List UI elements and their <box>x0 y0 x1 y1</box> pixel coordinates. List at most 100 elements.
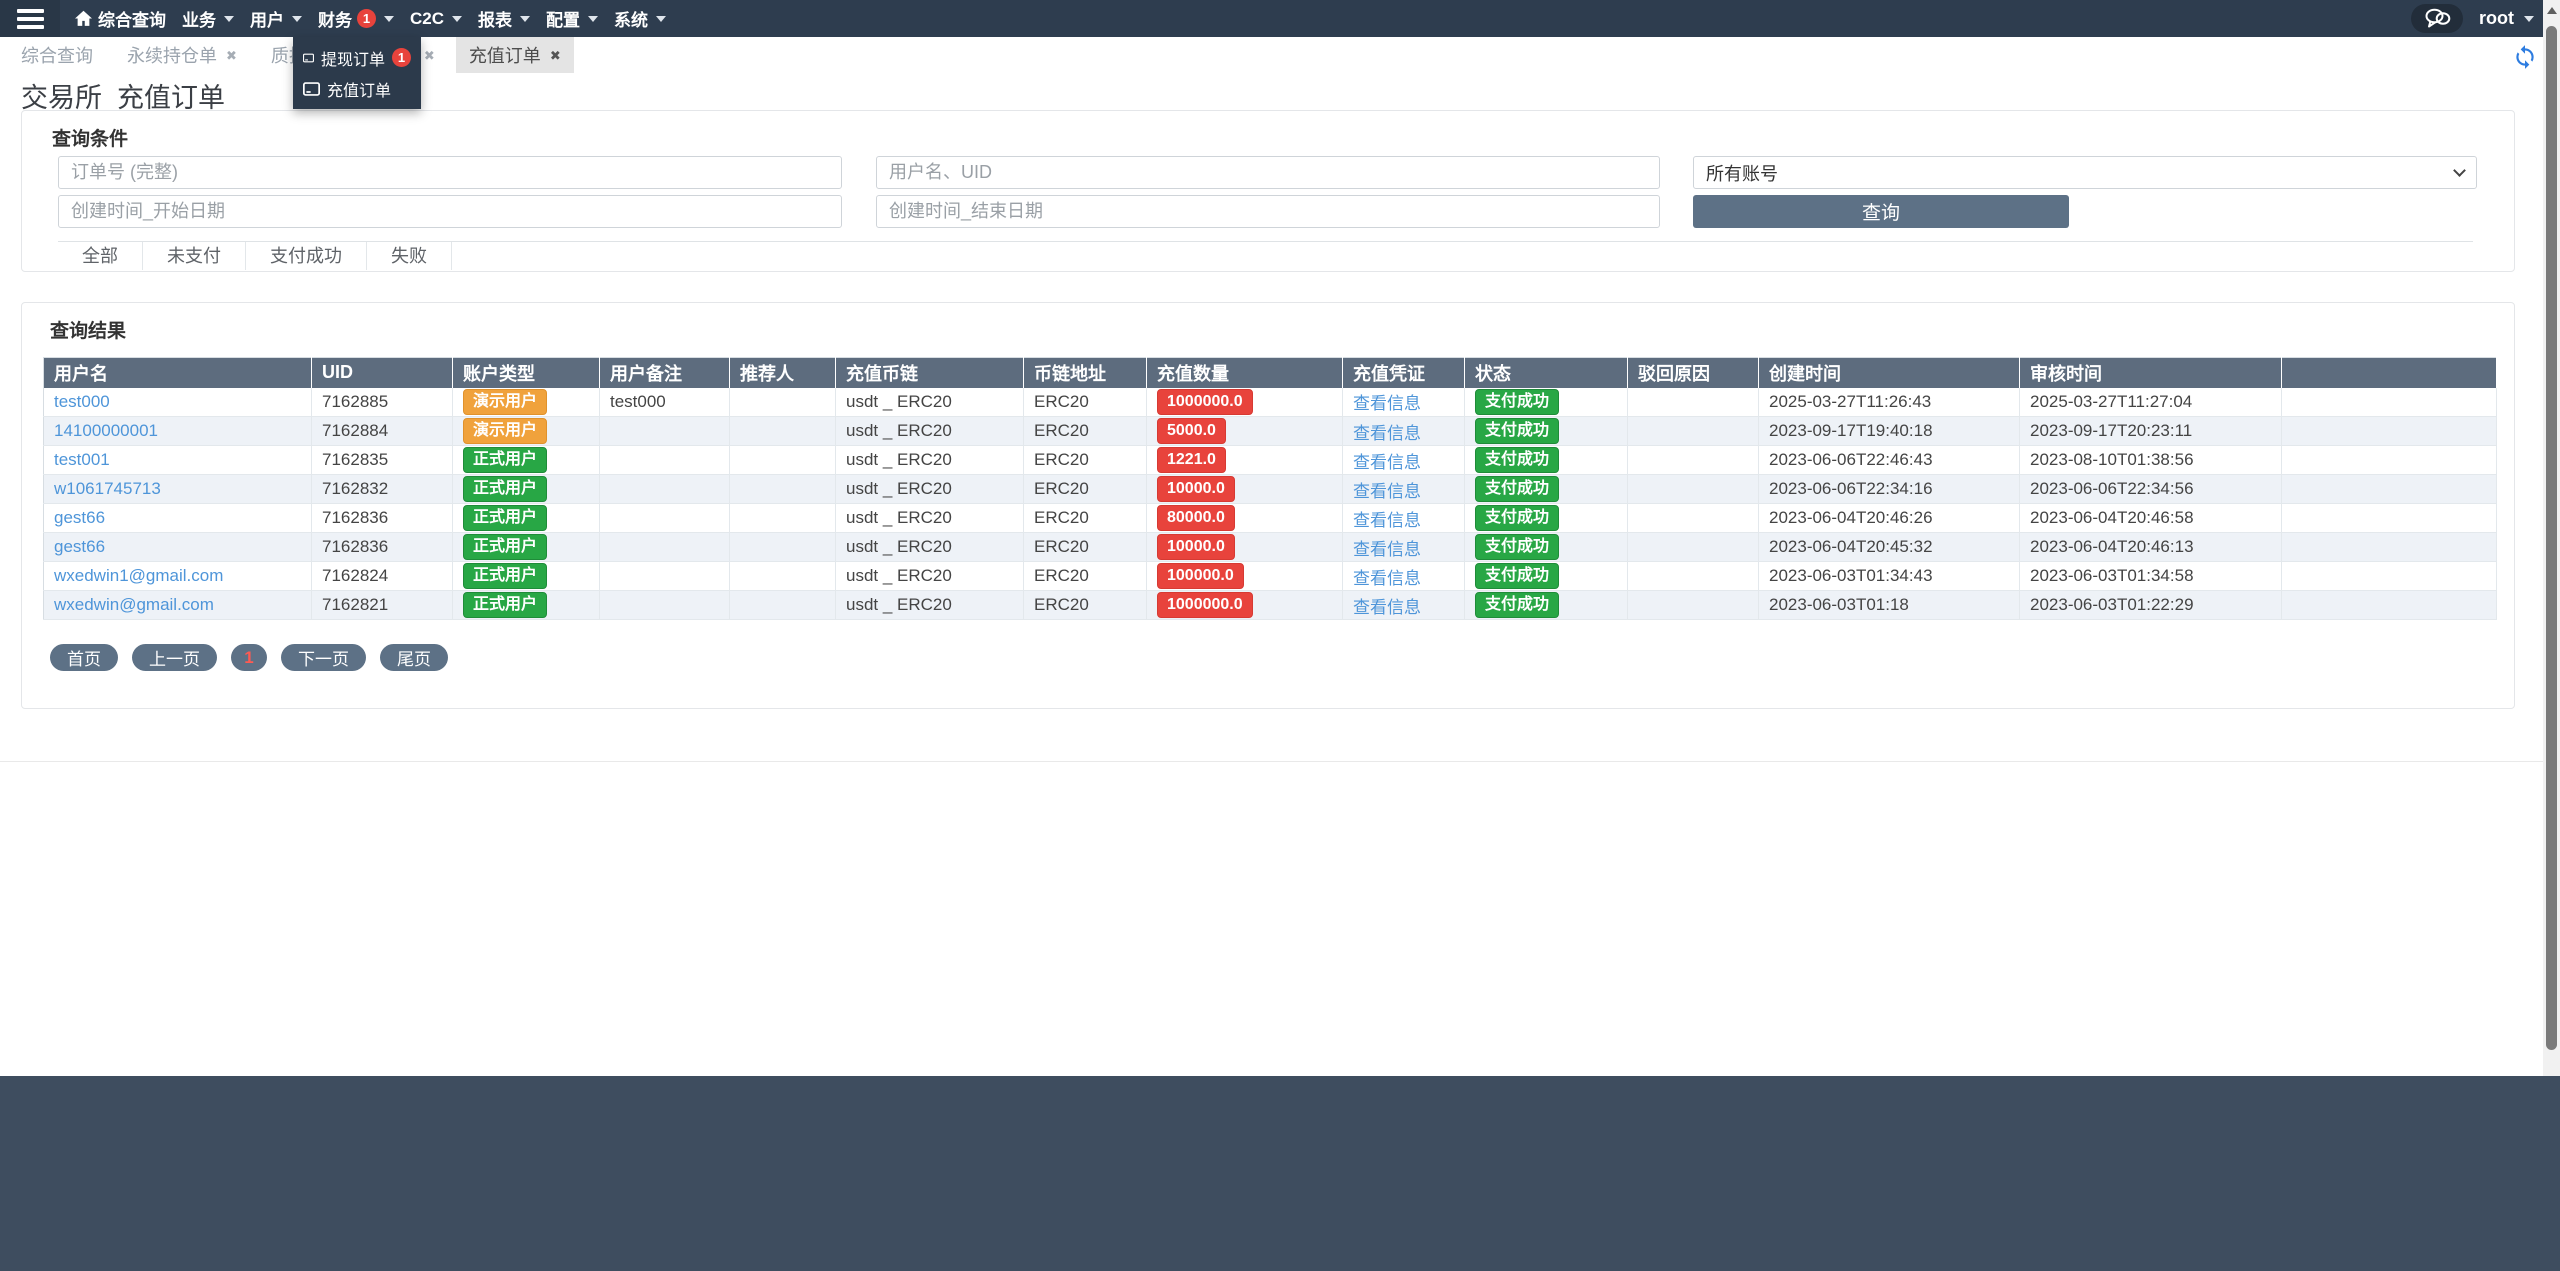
nav-menu-item[interactable]: 业务 <box>174 0 242 37</box>
username-link[interactable]: gest66 <box>54 508 106 527</box>
dropdown-menu-item[interactable]: 提现订单 1 <box>293 42 421 73</box>
tab-close-icon[interactable]: ✖ <box>226 47 237 63</box>
empty-cell <box>2281 561 2497 591</box>
pagination-button[interactable]: 1 <box>231 644 267 671</box>
chain-cell: usdt _ ERC20 <box>835 474 1024 504</box>
created-at-cell: 2023-06-06T22:34:16 <box>1758 474 2020 504</box>
voucher-link[interactable]: 查看信息 <box>1353 568 1421 588</box>
nav-menu-item[interactable]: 综合查询 <box>66 0 174 37</box>
username-link[interactable]: gest66 <box>54 537 106 556</box>
voucher-link[interactable]: 查看信息 <box>1353 452 1421 472</box>
date-start-input[interactable] <box>58 195 842 228</box>
reviewed-at-cell: 2023-06-06T22:34:56 <box>2019 474 2282 504</box>
vertical-scrollbar[interactable] <box>2543 0 2560 1076</box>
status-filter-tab[interactable]: 全部 <box>58 242 143 270</box>
username-link[interactable]: 14100000001 <box>54 421 159 440</box>
nav-menu-label: C2C <box>410 8 445 28</box>
status-badge: 支付成功 <box>1475 562 1560 590</box>
username-link[interactable]: test000 <box>54 391 110 411</box>
voucher-link[interactable]: 查看信息 <box>1353 539 1421 559</box>
remark-cell <box>599 590 730 620</box>
results-panel-title: 查询结果 <box>50 321 127 342</box>
tab-close-icon[interactable]: ✖ <box>423 47 435 63</box>
account-type-badge: 正式用户 <box>463 446 548 474</box>
order-number-input[interactable] <box>58 156 842 189</box>
table-header-cell: 用户备注 <box>599 357 730 388</box>
status-filter-tab[interactable]: 失败 <box>367 242 452 270</box>
tab-label: 永续持仓单 <box>127 46 217 66</box>
chat-button[interactable] <box>2411 4 2463 33</box>
chain-cell: usdt _ ERC20 <box>835 532 1024 562</box>
account-type-badge: 正式用户 <box>463 591 548 619</box>
table-row: wxedwin1@gmail.com 7162824 正式用户 usdt _ E… <box>43 561 2497 591</box>
chevron-down-icon <box>224 15 234 22</box>
chain-cell: usdt _ ERC20 <box>835 590 1024 620</box>
dropdown-menu-item[interactable]: 充值订单 <box>293 73 421 104</box>
chain-address-cell: ERC20 <box>1023 416 1147 446</box>
status-badge: 支付成功 <box>1475 475 1560 503</box>
table-header-cell: 审核时间 <box>2019 357 2282 388</box>
scrollbar-up-arrow-icon[interactable] <box>2547 7 2557 14</box>
empty-cell <box>2281 532 2497 562</box>
home-icon <box>74 10 93 27</box>
date-end-input[interactable] <box>876 195 1660 228</box>
status-filter-tab[interactable]: 未支付 <box>143 242 246 270</box>
chain-address-cell: ERC20 <box>1023 387 1147 417</box>
empty-cell <box>2281 474 2497 504</box>
username-link[interactable]: w1061745713 <box>54 479 161 498</box>
reviewed-at-cell: 2023-06-04T20:46:13 <box>2019 532 2282 562</box>
voucher-link[interactable]: 查看信息 <box>1353 423 1421 443</box>
nav-menu-item[interactable]: 报表 <box>470 0 538 37</box>
voucher-link[interactable]: 查看信息 <box>1353 481 1421 501</box>
pagination-button[interactable]: 下一页 <box>281 644 366 671</box>
reviewed-at-cell: 2025-03-27T11:27:04 <box>2019 387 2282 417</box>
nav-menu-item[interactable]: C2C <box>402 0 470 37</box>
notification-badge: 1 <box>392 48 411 67</box>
remark-cell <box>599 561 730 591</box>
tab[interactable]: 永续持仓单 ✖ <box>114 37 250 73</box>
empty-cell <box>2281 387 2497 417</box>
nav-menu-label: 业务 <box>182 11 216 30</box>
table-row: gest66 7162836 正式用户 usdt _ ERC20 ERC20 1… <box>43 532 2497 562</box>
table-header-cell: 充值数量 <box>1146 357 1343 388</box>
pagination-button[interactable]: 首页 <box>50 644 118 671</box>
pagination-button[interactable]: 尾页 <box>380 644 448 671</box>
reject-reason-cell <box>1627 445 1759 475</box>
tab-close-icon[interactable]: ✖ <box>549 47 561 63</box>
nav-menu-item[interactable]: 用户 <box>242 0 310 37</box>
voucher-link[interactable]: 查看信息 <box>1353 394 1421 414</box>
username-link[interactable]: wxedwin@gmail.com <box>54 595 214 614</box>
amount-badge: 5000.0 <box>1157 417 1226 445</box>
scrollbar-thumb[interactable] <box>2546 26 2557 1050</box>
table-row: w1061745713 7162832 正式用户 usdt _ ERC20 ER… <box>43 474 2497 504</box>
table-row: gest66 7162836 正式用户 usdt _ ERC20 ERC20 8… <box>43 503 2497 533</box>
referrer-cell <box>729 503 836 533</box>
username-link[interactable]: wxedwin1@gmail.com <box>54 566 224 585</box>
refresh-button[interactable] <box>2512 44 2538 70</box>
status-badge: 支付成功 <box>1475 504 1560 532</box>
account-select[interactable]: 所有账号 <box>1693 156 2477 189</box>
voucher-link[interactable]: 查看信息 <box>1353 597 1421 617</box>
status-filter-tab[interactable]: 支付成功 <box>246 242 367 270</box>
tab[interactable]: 综合查询 <box>8 37 106 73</box>
nav-menu-item[interactable]: 配置 <box>538 0 606 37</box>
nav-menu-item[interactable]: 财务 1 <box>310 0 402 37</box>
remark-cell <box>599 474 730 504</box>
hamburger-menu-icon[interactable] <box>0 0 60 37</box>
reviewed-at-cell: 2023-06-03T01:22:29 <box>2019 590 2282 620</box>
pagination-button[interactable]: 上一页 <box>132 644 217 671</box>
chain-cell: usdt _ ERC20 <box>835 387 1024 417</box>
voucher-link[interactable]: 查看信息 <box>1353 510 1421 530</box>
chevron-down-icon <box>384 15 394 22</box>
referrer-cell <box>729 445 836 475</box>
username-link[interactable]: test001 <box>54 450 110 469</box>
account-type-badge: 演示用户 <box>463 417 548 445</box>
chevron-down-icon <box>452 15 463 22</box>
username-uid-input[interactable] <box>876 156 1660 189</box>
query-button[interactable]: 查询 <box>1693 195 2069 228</box>
tab[interactable]: 充值订单 ✖ <box>455 37 574 73</box>
nav-menu-item[interactable]: 系统 <box>606 0 674 37</box>
chevron-down-icon <box>2453 163 2466 177</box>
user-menu[interactable]: root <box>2479 8 2534 29</box>
nav-menu-label: 综合查询 <box>98 11 166 30</box>
